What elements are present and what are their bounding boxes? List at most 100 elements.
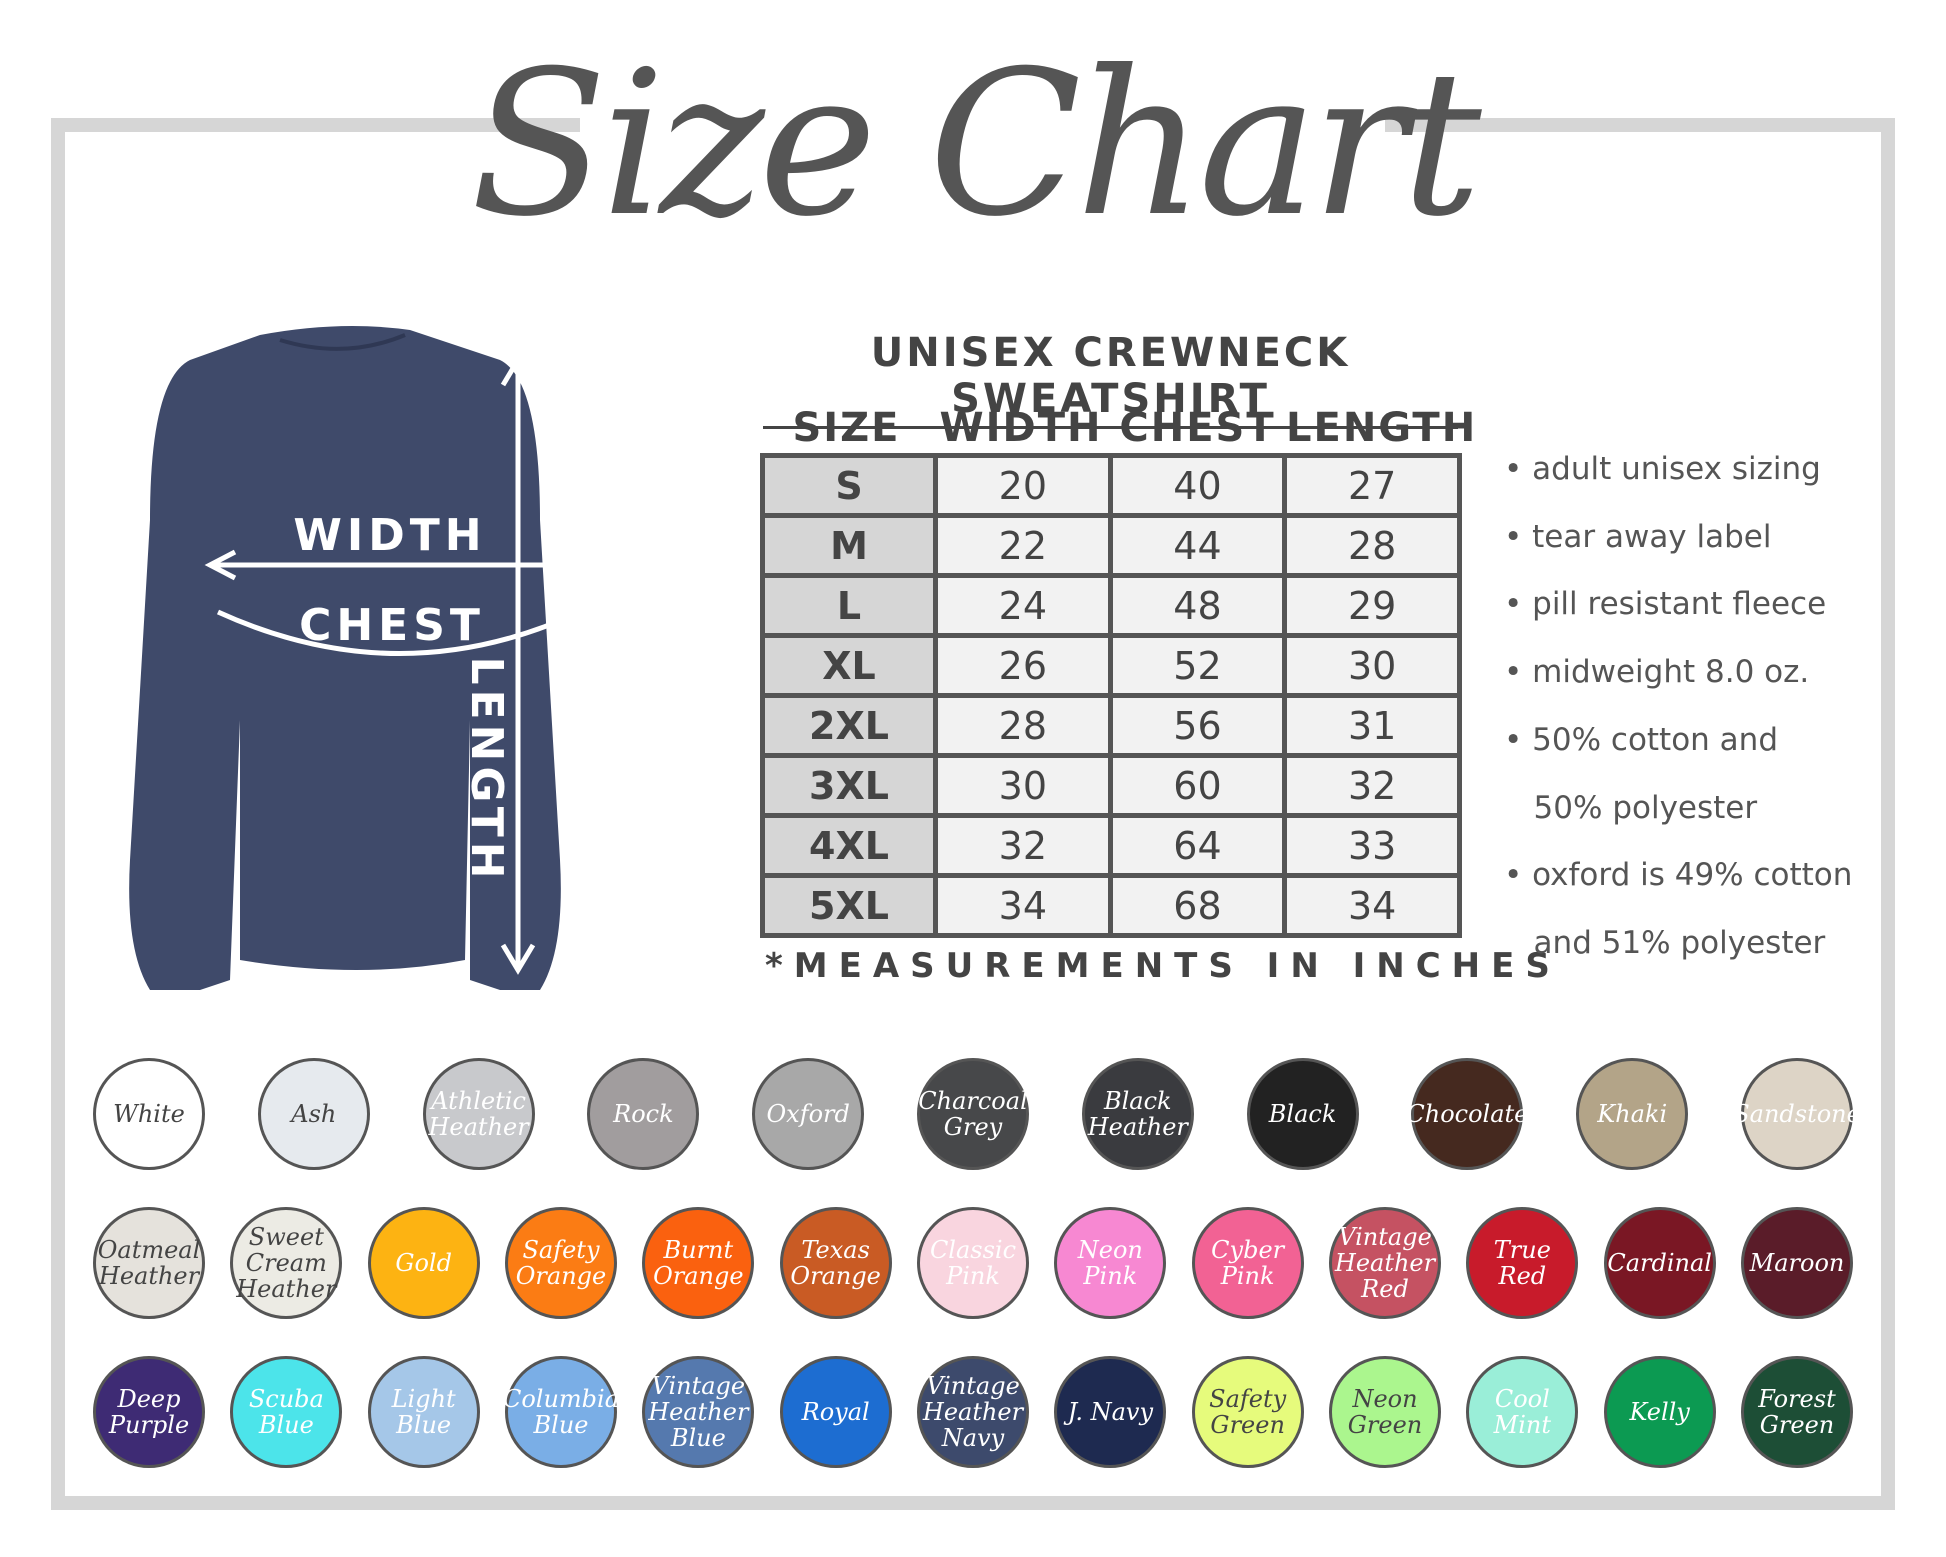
size-table: S 20 40 27 M 22 44 28 L 24 48 29 XL 26 52 30 2XL 28 56 31 3X… <box>760 453 1462 938</box>
color-swatch: Athletic Heather <box>422 1058 535 1170</box>
color-swatch: Safety Green <box>1191 1356 1304 1468</box>
color-swatch: Vintage Heather Navy <box>917 1356 1029 1468</box>
color-swatch: Cardinal <box>1603 1207 1716 1319</box>
size-cell: S <box>760 453 938 518</box>
length-cell: 34 <box>1282 873 1462 938</box>
color-swatch: Sandstone <box>1733 1058 1861 1170</box>
color-swatch: Columbia Blue <box>503 1356 619 1468</box>
color-swatch: Neon Pink <box>1054 1207 1167 1319</box>
table-row: 5XL 34 68 34 <box>760 873 1462 938</box>
color-swatch: Burnt Orange <box>642 1207 755 1319</box>
table-row: L 24 48 29 <box>760 573 1462 638</box>
sweatshirt-shape <box>129 326 561 990</box>
header-width: WIDTH <box>939 405 1103 451</box>
title-backdrop <box>580 100 1385 140</box>
color-swatch: Scuba Blue <box>230 1356 343 1468</box>
chest-cell: 68 <box>1107 873 1288 938</box>
chart-frame <box>51 118 1895 1510</box>
color-swatch: Vintage Heather Red <box>1329 1207 1441 1319</box>
color-swatch: Ash <box>257 1058 370 1170</box>
table-title: UNISEX CREWNECK SWEATSHIRT <box>763 330 1458 429</box>
feature-item: • midweight 8.0 oz. <box>1504 654 1810 691</box>
feature-item: 50% polyester <box>1504 789 1758 826</box>
table-row: 4XL 32 64 33 <box>760 813 1462 878</box>
color-swatch: Charcoal Grey <box>917 1058 1029 1170</box>
page-title: Size Chart <box>470 28 1481 261</box>
color-swatch: Khaki <box>1576 1058 1689 1170</box>
color-swatch: Neon Green <box>1329 1356 1441 1468</box>
length-cell: 31 <box>1282 693 1462 758</box>
color-swatch: Chocolate <box>1406 1058 1528 1170</box>
length-label: LENGTH <box>461 656 512 883</box>
length-cell: 28 <box>1282 513 1462 578</box>
sweatshirt-diagram: WIDTH CHEST LENGTH <box>129 326 591 990</box>
size-cell: 4XL <box>760 813 938 878</box>
color-swatch: Oatmeal Heather <box>93 1207 205 1319</box>
size-cell: M <box>760 513 938 578</box>
size-cell: L <box>760 573 938 638</box>
measurement-note: *MEASUREMENTS IN INCHES <box>765 946 1561 986</box>
length-cell: 32 <box>1282 753 1462 818</box>
feature-item: • oxford is 49% cotton <box>1504 857 1853 894</box>
color-swatch: Deep Purple <box>93 1356 205 1468</box>
feature-item: • tear away label <box>1504 518 1772 555</box>
width-cell: 24 <box>933 573 1113 638</box>
width-cell: 28 <box>933 693 1113 758</box>
color-swatch: Forest Green <box>1741 1356 1853 1468</box>
width-cell: 26 <box>933 633 1113 698</box>
color-swatch: Texas Orange <box>779 1207 892 1319</box>
color-swatch: Black Heather <box>1081 1058 1194 1170</box>
chest-cell: 52 <box>1107 633 1288 698</box>
chest-cell: 40 <box>1107 453 1288 518</box>
color-swatch: Royal <box>779 1356 892 1468</box>
table-row: XL 26 52 30 <box>760 633 1462 698</box>
color-swatch: Kelly <box>1603 1356 1716 1468</box>
chest-arrow <box>216 609 582 656</box>
width-cell: 32 <box>933 813 1113 878</box>
color-swatch: Rock <box>587 1058 700 1170</box>
width-cell: 34 <box>933 873 1113 938</box>
color-swatch: Cool Mint <box>1466 1356 1579 1468</box>
color-swatch: J. Navy <box>1054 1356 1167 1468</box>
width-label: WIDTH <box>293 510 486 561</box>
feature-list: • adult unisex sizing • tear away label • … <box>1504 436 1852 978</box>
size-cell: 2XL <box>760 693 938 758</box>
color-swatch: Gold <box>367 1207 480 1319</box>
color-swatch: Light Blue <box>367 1356 480 1468</box>
color-swatch: True Red <box>1466 1207 1579 1319</box>
width-cell: 30 <box>933 753 1113 818</box>
size-cell: 5XL <box>760 873 938 938</box>
length-cell: 33 <box>1282 813 1462 878</box>
header-size: SIZE <box>792 405 901 451</box>
color-swatch: Classic Pink <box>917 1207 1029 1319</box>
length-cell: 30 <box>1282 633 1462 698</box>
chest-cell: 56 <box>1107 693 1288 758</box>
chest-label: CHEST <box>299 600 485 651</box>
length-cell: 27 <box>1282 453 1462 518</box>
color-swatch: Black <box>1246 1058 1359 1170</box>
color-swatch: Sweet Cream Heather <box>230 1207 343 1319</box>
color-swatch: Cyber Pink <box>1191 1207 1304 1319</box>
feature-item: • pill resistant fleece <box>1504 586 1827 623</box>
header-length: LENGTH <box>1286 405 1478 451</box>
feature-item: • adult unisex sizing <box>1504 451 1821 487</box>
color-swatch: Oxford <box>752 1058 865 1170</box>
table-row: 2XL 28 56 31 <box>760 693 1462 758</box>
feature-item: and 51% polyester <box>1504 924 1826 961</box>
chest-cell: 44 <box>1107 513 1288 578</box>
table-row: M 22 44 28 <box>760 513 1462 578</box>
color-swatch: Vintage Heather Blue <box>642 1356 755 1468</box>
table-row: S 20 40 27 <box>760 453 1462 518</box>
color-swatch: Maroon <box>1741 1207 1853 1319</box>
width-cell: 22 <box>933 513 1113 578</box>
chest-cell: 60 <box>1107 753 1288 818</box>
header-chest: CHEST <box>1119 405 1276 451</box>
width-cell: 20 <box>933 453 1113 518</box>
color-swatch: White <box>93 1058 205 1170</box>
length-cell: 29 <box>1282 573 1462 638</box>
size-cell: XL <box>760 633 938 698</box>
chest-cell: 48 <box>1107 573 1288 638</box>
size-cell: 3XL <box>760 753 938 818</box>
table-row: 3XL 30 60 32 <box>760 753 1462 818</box>
feature-item: • 50% cotton and <box>1504 721 1779 758</box>
